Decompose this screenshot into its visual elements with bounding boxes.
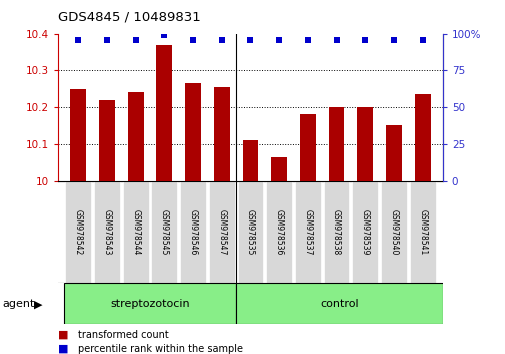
Bar <box>214 87 229 181</box>
Point <box>160 32 168 38</box>
Bar <box>180 181 206 283</box>
Text: GSM978537: GSM978537 <box>303 209 312 255</box>
Bar <box>323 181 349 283</box>
Bar <box>185 83 200 181</box>
Text: GSM978543: GSM978543 <box>103 209 111 255</box>
Text: GSM978547: GSM978547 <box>217 209 226 255</box>
Bar <box>351 181 377 283</box>
Text: GSM978546: GSM978546 <box>188 209 197 255</box>
Bar <box>156 45 172 181</box>
Text: GSM978538: GSM978538 <box>331 209 340 255</box>
Text: GSM978540: GSM978540 <box>389 209 397 255</box>
Bar <box>414 94 430 181</box>
Bar <box>380 181 406 283</box>
Bar <box>271 157 286 181</box>
Point <box>418 37 426 42</box>
Text: streptozotocin: streptozotocin <box>110 298 189 309</box>
Bar <box>242 140 258 181</box>
Point <box>389 37 397 42</box>
Point <box>275 37 283 42</box>
Bar <box>294 181 320 283</box>
Bar <box>65 181 91 283</box>
Point <box>217 37 225 42</box>
Point <box>74 37 82 42</box>
Text: GSM978539: GSM978539 <box>360 209 369 255</box>
Bar <box>94 181 120 283</box>
Text: GSM978542: GSM978542 <box>74 209 83 255</box>
Bar <box>209 181 234 283</box>
Text: GSM978541: GSM978541 <box>417 209 426 255</box>
Bar <box>236 283 442 324</box>
Point <box>246 37 254 42</box>
Text: ■: ■ <box>58 330 69 339</box>
Point <box>131 37 139 42</box>
Text: ▶: ▶ <box>34 299 43 309</box>
Bar <box>123 181 148 283</box>
Bar <box>357 107 372 181</box>
Text: GDS4845 / 10489831: GDS4845 / 10489831 <box>58 10 200 23</box>
Text: control: control <box>320 298 358 309</box>
Bar <box>299 114 315 181</box>
Bar <box>99 100 115 181</box>
Bar <box>237 181 263 283</box>
Bar <box>409 181 435 283</box>
Point <box>303 37 311 42</box>
Bar <box>328 107 344 181</box>
Text: GSM978544: GSM978544 <box>131 209 140 255</box>
Text: ■: ■ <box>58 344 69 354</box>
Point <box>189 37 197 42</box>
Point <box>361 37 369 42</box>
Point <box>332 37 340 42</box>
Text: GSM978535: GSM978535 <box>245 209 255 255</box>
Bar <box>70 89 86 181</box>
Text: transformed count: transformed count <box>78 330 169 339</box>
Text: GSM978536: GSM978536 <box>274 209 283 255</box>
Bar <box>385 125 401 181</box>
Point <box>103 37 111 42</box>
Bar <box>151 181 177 283</box>
Text: percentile rank within the sample: percentile rank within the sample <box>78 344 243 354</box>
Bar <box>128 92 143 181</box>
Bar <box>266 181 291 283</box>
Bar <box>64 283 236 324</box>
Text: GSM978545: GSM978545 <box>160 209 169 255</box>
Text: agent: agent <box>2 299 34 309</box>
